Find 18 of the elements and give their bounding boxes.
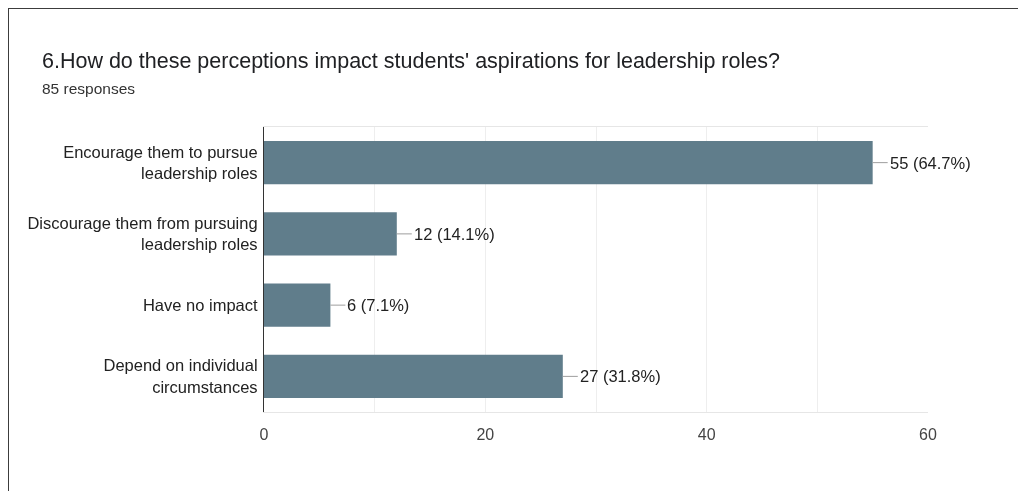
bar xyxy=(264,140,873,185)
chart-title: 6.How do these perceptions impact students' aspirations for leadership roles? xyxy=(42,48,780,73)
y-tick-label: Discourage them from pursuing leadership roles xyxy=(27,213,258,254)
bar xyxy=(264,212,397,256)
bar xyxy=(264,354,563,399)
bar xyxy=(264,283,331,327)
y-tick-label: Have no impact xyxy=(142,295,259,314)
y-tick-label: Encourage them to pursue leadership roles xyxy=(63,142,258,183)
y-tick-label: Depend on individual circumstances xyxy=(103,356,258,396)
text: 85 responses xyxy=(42,80,136,97)
x-tick-label: 20 xyxy=(476,426,495,444)
x-tick-label: 40 xyxy=(697,426,716,444)
data-label: 6 (7.1%) xyxy=(347,296,410,314)
data-label: 12 (14.1%) xyxy=(414,225,495,243)
data-label: 55 (64.7%) xyxy=(890,154,971,172)
data-label: 27 (31.8%) xyxy=(580,367,661,385)
x-tick-label: 60 xyxy=(919,426,937,444)
x-tick-label: 0 xyxy=(259,426,269,444)
